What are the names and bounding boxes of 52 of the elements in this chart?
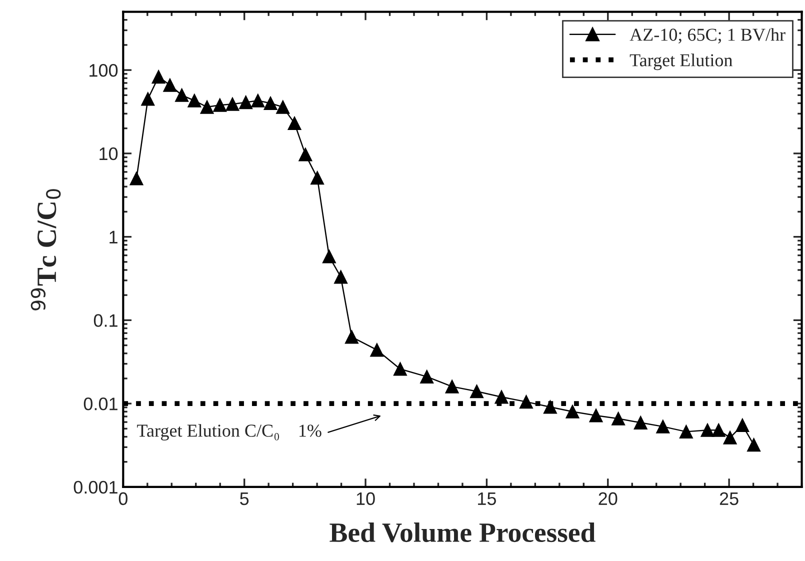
x-tick-label: 25	[720, 492, 738, 506]
point	[370, 343, 384, 357]
point	[344, 330, 358, 344]
point	[130, 172, 144, 186]
point	[322, 250, 336, 264]
x-tick-label: 10	[356, 492, 375, 506]
legend-label: Target Elution	[630, 54, 732, 70]
y-tick-label: 100	[90, 64, 118, 77]
point	[141, 92, 155, 106]
point	[712, 423, 726, 437]
point	[334, 270, 348, 284]
point	[298, 148, 312, 162]
point	[634, 416, 648, 430]
point	[251, 94, 265, 108]
point	[163, 78, 177, 92]
point	[264, 96, 278, 110]
point	[679, 424, 693, 438]
point	[188, 94, 202, 108]
point	[723, 430, 737, 444]
x-tick-label: 0	[118, 492, 128, 506]
y-tick-label: 10	[100, 147, 118, 160]
point	[736, 418, 750, 432]
point	[566, 404, 580, 418]
point	[175, 88, 189, 102]
x-tick-label: 5	[240, 492, 249, 506]
point	[656, 420, 670, 434]
point	[226, 97, 240, 111]
point	[612, 412, 626, 426]
point	[700, 423, 714, 437]
y-tick-label: 0.001	[74, 480, 118, 494]
point	[589, 408, 603, 422]
point	[420, 370, 434, 384]
y-axis-title: $^{99}$Tc C/C$_{0}$	[30, 189, 61, 310]
y-tick-label: 0.1	[94, 314, 118, 327]
y-tick-label: 0.01	[84, 398, 118, 410]
point	[276, 100, 290, 114]
point	[288, 116, 302, 130]
point	[200, 100, 214, 114]
y-tick-label: 1	[110, 230, 118, 244]
point	[152, 70, 166, 84]
point	[239, 96, 253, 110]
annotation: Target Elution C/C₀ 1%	[137, 424, 322, 441]
point	[747, 438, 761, 452]
x-tick-label: 15	[478, 492, 496, 506]
point	[310, 171, 324, 185]
x-tick-label: 20	[598, 492, 618, 506]
legend-label: AZ-10; 65C; 1 BV/hr	[630, 28, 786, 44]
point	[470, 384, 484, 398]
point	[393, 362, 407, 376]
point	[213, 98, 227, 112]
point	[445, 380, 459, 394]
x-axis-title: Bed Volume Processed	[330, 522, 596, 542]
